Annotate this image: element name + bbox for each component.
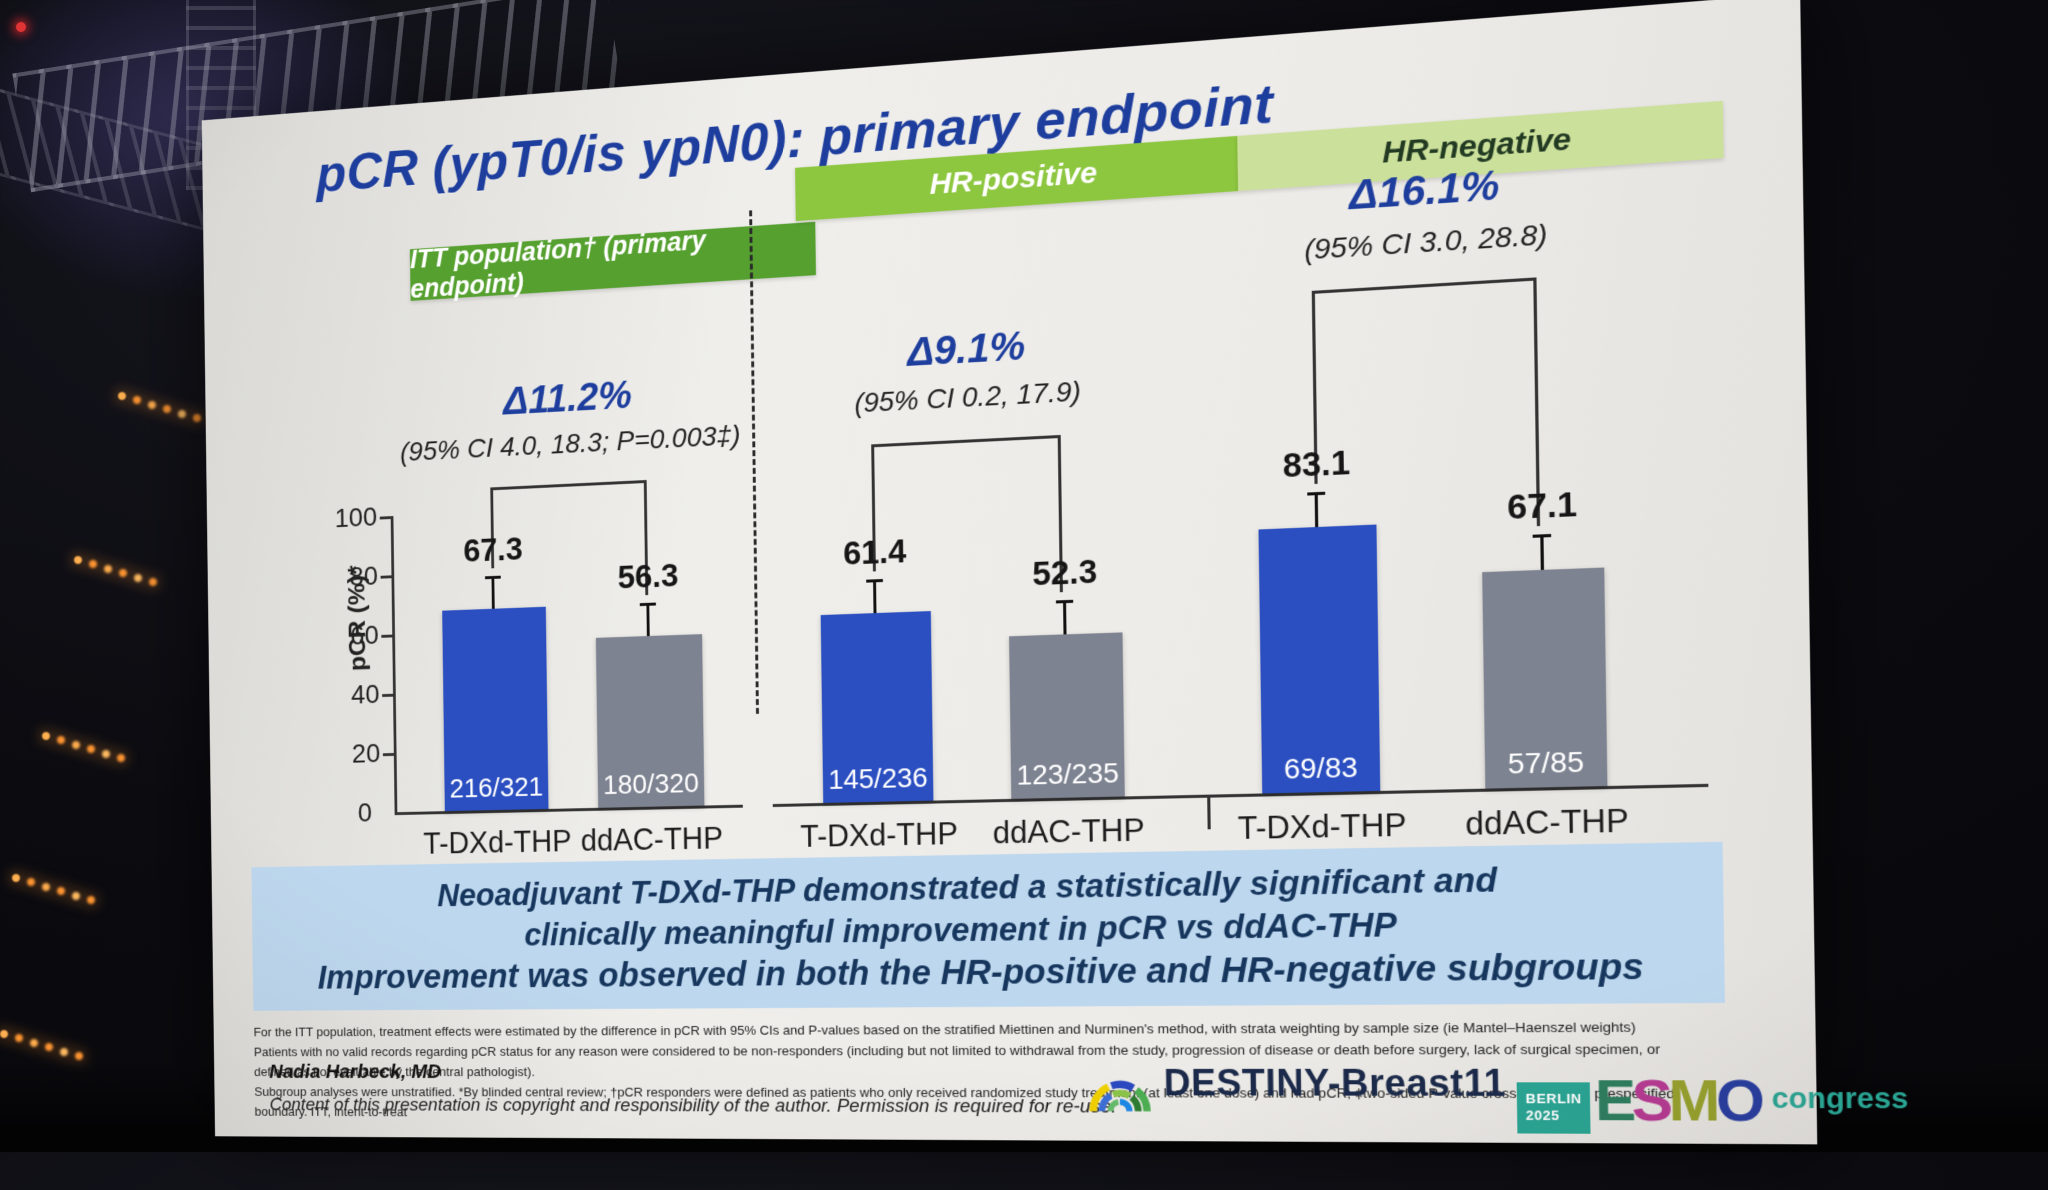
bar-value-label: 67.3	[463, 530, 523, 569]
stage-lights	[42, 732, 50, 740]
projection-screen: pCR (ypT0/is ypN0): primary endpoint ITT…	[90, 0, 1909, 1190]
stage-lights	[0, 1030, 8, 1038]
summary-box: Neoadjuvant T-DXd-THP demonstrated a sta…	[251, 841, 1725, 1011]
indicator-light	[16, 22, 26, 32]
panel-divider-dashed	[749, 210, 759, 714]
y-axis-title: pCR (%)*	[341, 564, 371, 672]
congress-label: congress	[1771, 1082, 1909, 1115]
bar-fraction-label: 216/321	[449, 771, 544, 804]
bar-fraction-label: 57/85	[1507, 745, 1585, 780]
y-tick-label: 20	[351, 738, 381, 769]
trial-logo: DESTINY-Breast11	[1086, 1049, 1507, 1118]
stage-lights	[12, 874, 20, 882]
copyright-notice: Content of this presentation is copyrigh…	[269, 1094, 1117, 1118]
slide: pCR (ypT0/is ypN0): primary endpoint ITT…	[201, 0, 1909, 1145]
summary-line-2: clinically meaningful improvement in pCR…	[524, 905, 1398, 953]
bar-value-label: 61.4	[842, 532, 907, 572]
bar-value-label: 83.1	[1282, 443, 1351, 485]
esmo-congress-logo: BERLIN 2025 ESMO congress	[1516, 1066, 1909, 1135]
y-tick	[379, 516, 391, 520]
bar-ddac-hrneg: 67.1 57/85	[1482, 485, 1608, 789]
comparison-bracket-hrpos	[871, 434, 1063, 593]
esmo-wordmark: ESMO	[1594, 1066, 1761, 1134]
trial-logo-text: DESTINY-Breast11	[1163, 1061, 1507, 1105]
fan-icon	[1086, 1050, 1154, 1117]
bar-tdxd-hrpos: 61.4 145/236	[820, 532, 934, 803]
author-name: Nadia Harbeck, MD	[269, 1060, 442, 1083]
stage-lights	[118, 392, 126, 400]
x-label: ddAC-THP	[580, 820, 724, 858]
bar-fraction-label: 123/235	[1016, 757, 1120, 791]
delta-label-itt: Δ11.2%	[503, 373, 633, 424]
bar-value-label: 56.3	[617, 556, 679, 596]
bar-tdxd-hrneg: 83.1 69/83	[1258, 443, 1381, 794]
y-tick-label: 0	[357, 797, 373, 828]
berlin-2025-badge: BERLIN 2025	[1516, 1082, 1591, 1134]
y-tick	[382, 693, 394, 697]
x-label: T-DXd-THP	[800, 816, 959, 854]
summary-line-3: Improvement was observed in both the HR-…	[317, 946, 1645, 997]
x-label: T-DXd-THP	[1237, 806, 1407, 847]
y-tick	[381, 634, 393, 638]
delta-label-hrpos: Δ9.1%	[907, 324, 1026, 375]
bar-tdxd-itt: 67.3 216/321	[442, 530, 549, 812]
bar-value-label: 52.3	[1031, 552, 1098, 593]
bar-ddac-hrpos: 52.3 123/235	[1009, 552, 1125, 799]
bar-value-label: 67.1	[1506, 484, 1578, 527]
y-axis	[390, 516, 398, 813]
ci-label-hrneg: (95% CI 3.0, 28.8)	[1303, 218, 1548, 266]
comparison-bracket-hrneg	[1311, 277, 1541, 527]
y-tick	[380, 575, 392, 579]
ci-label-itt: (95% CI 4.0, 18.3; P=0.003‡)	[399, 419, 741, 467]
bar-fraction-label: 145/236	[827, 761, 928, 795]
bar-fraction-label: 69/83	[1283, 751, 1358, 785]
x-label: ddAC-THP	[992, 812, 1145, 851]
ci-label-hrpos: (95% CI 0.2, 17.9)	[854, 375, 1082, 419]
y-tick	[382, 753, 394, 757]
stage-lights	[74, 556, 82, 564]
x-label: ddAC-THP	[1465, 802, 1630, 843]
bar-ddac-itt: 56.3 180/320	[595, 557, 705, 808]
comparison-bracket-itt	[490, 479, 649, 596]
bar-fraction-label: 180/320	[602, 767, 700, 800]
banner-itt-population: ITT population† (primary endpoint)	[410, 221, 816, 304]
